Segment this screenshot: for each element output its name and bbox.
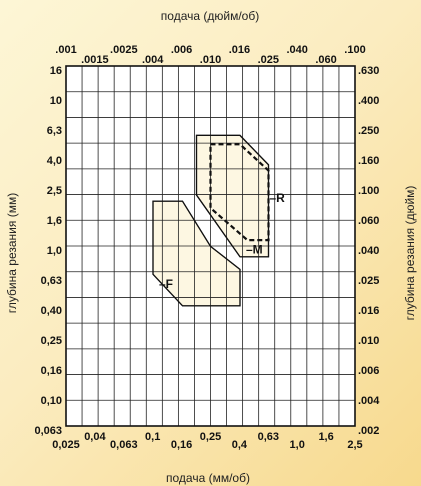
x-bottom-tick-label: 0,25 xyxy=(200,431,221,443)
x-bottom-tick-label: 0,025 xyxy=(52,439,80,451)
x-axis-top-title: подача (дюйм/об) xyxy=(161,9,259,23)
x-bottom-tick-label: 1,6 xyxy=(318,431,333,443)
region-label-0: –F xyxy=(159,277,173,291)
x-top-tick-label: .001 xyxy=(55,44,76,56)
y-left-tick-label: 16 xyxy=(50,65,62,77)
y-right-tick-label: .002 xyxy=(358,425,379,437)
y-left-tick-label: 10 xyxy=(50,95,62,107)
y-right-tick-label: .016 xyxy=(358,305,379,317)
y-axis-right-title: глубина резания (дюйм) xyxy=(403,186,417,321)
x-top-tick-label: .0015 xyxy=(81,54,109,66)
y-right-tick-label: .060 xyxy=(358,215,379,227)
x-top-tick-label: .0025 xyxy=(110,44,138,56)
y-left-tick-label: 0,40 xyxy=(41,305,62,317)
y-right-tick-label: .010 xyxy=(358,335,379,347)
x-top-tick-label: .004 xyxy=(142,54,164,66)
y-right-tick-label: .400 xyxy=(358,95,379,107)
y-left-tick-label: 1,6 xyxy=(47,215,62,227)
y-right-tick-label: .004 xyxy=(358,395,380,407)
x-bottom-tick-label: 0,04 xyxy=(84,431,106,443)
y-left-tick-label: 6,3 xyxy=(47,125,62,137)
x-top-tick-label: .010 xyxy=(200,54,221,66)
x-top-tick-label: .100 xyxy=(344,44,365,56)
x-top-tick-label: .016 xyxy=(229,44,250,56)
x-top-tick-label: .006 xyxy=(171,44,192,56)
y-right-tick-label: .025 xyxy=(358,275,379,287)
region-outline-dashed-2 xyxy=(209,143,270,242)
x-top-tick-label: .025 xyxy=(258,54,279,66)
plot-border xyxy=(65,65,356,427)
y-right-tick-label: .006 xyxy=(358,365,379,377)
region-outline-1 xyxy=(195,134,270,258)
x-axis-bottom-title: подача (мм/об) xyxy=(166,471,250,485)
x-bottom-tick-label: 0,63 xyxy=(258,431,279,443)
y-axis-left-title: глубина резания (мм) xyxy=(5,193,19,313)
y-left-tick-label: 1,0 xyxy=(47,245,62,257)
x-top-tick-label: .060 xyxy=(315,54,336,66)
region-label-1: –M xyxy=(246,243,263,257)
x-bottom-tick-label: 1,0 xyxy=(290,439,305,451)
region-label-2: –R xyxy=(269,191,285,205)
y-left-tick-label: 0,63 xyxy=(41,275,62,287)
y-right-tick-label: .040 xyxy=(358,245,379,257)
y-left-tick-label: 4,0 xyxy=(47,155,62,167)
y-left-tick-label: 0,25 xyxy=(41,335,62,347)
x-bottom-tick-label: 2,5 xyxy=(347,439,362,451)
x-bottom-tick-label: 0,16 xyxy=(171,439,192,451)
y-right-tick-label: .100 xyxy=(358,185,379,197)
region-outline-0 xyxy=(152,200,241,307)
y-left-tick-label: 0,063 xyxy=(34,425,62,437)
x-bottom-tick-label: 0,063 xyxy=(110,439,138,451)
y-right-tick-label: .250 xyxy=(358,125,379,137)
x-bottom-tick-label: 0,4 xyxy=(232,439,248,451)
x-top-tick-label: .040 xyxy=(286,44,307,56)
y-right-tick-label: .160 xyxy=(358,155,379,167)
y-left-tick-label: 0,16 xyxy=(41,365,62,377)
y-right-tick-label: .630 xyxy=(358,65,379,77)
y-left-tick-label: 2,5 xyxy=(47,185,62,197)
x-bottom-tick-label: 0,1 xyxy=(145,431,160,443)
y-left-tick-label: 0,10 xyxy=(41,395,62,407)
